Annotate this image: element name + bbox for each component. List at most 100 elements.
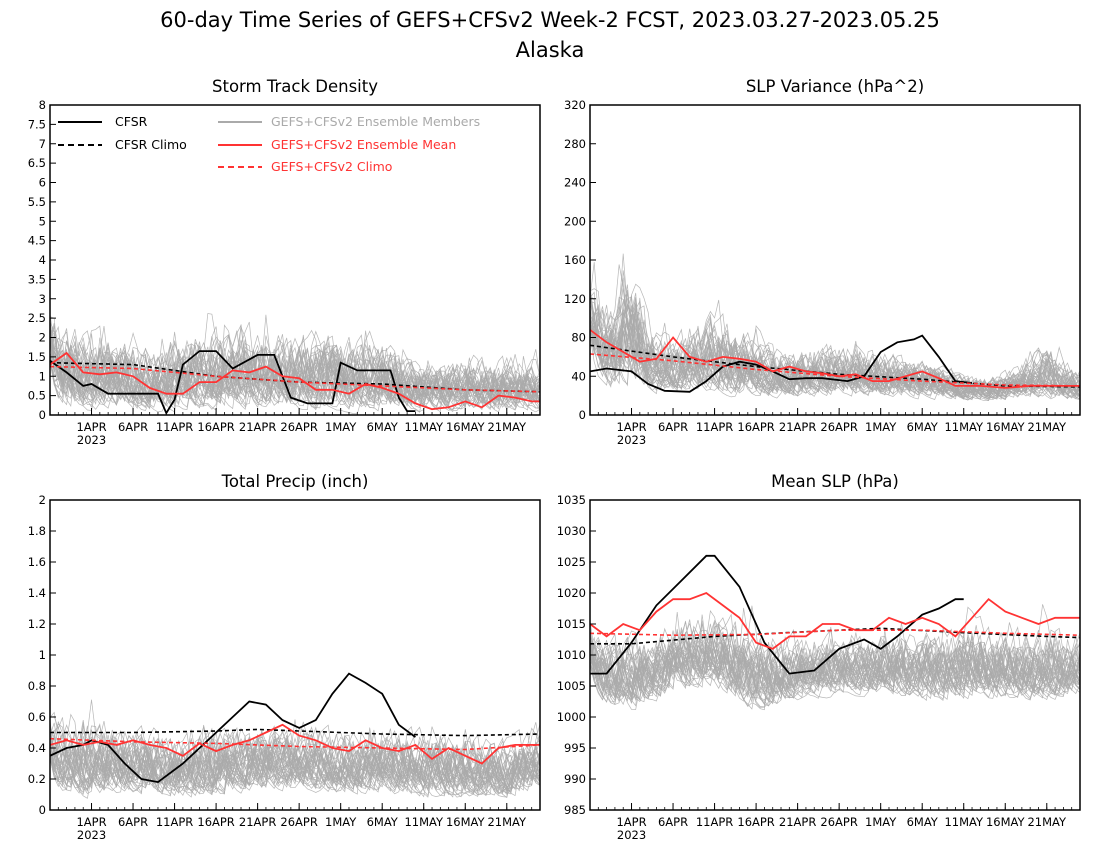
y-tick-label: 0.6: [28, 710, 46, 724]
ensemble-member-line: [50, 726, 540, 795]
x-tick-label: 21MAY: [487, 420, 527, 434]
ensemble-member-line: [590, 310, 1080, 401]
y-tick-label: 1015: [557, 617, 586, 631]
y-tick-label: 2: [39, 493, 46, 507]
y-tick-label: 1.5: [28, 350, 46, 364]
y-tick-label: 320: [564, 98, 586, 112]
legend: CFSR CFSR Climo GEFS+CFSv2 Ensemble Memb…: [58, 114, 480, 174]
ensemble-member-line: [50, 325, 540, 409]
x-year-label: 2023: [617, 828, 646, 842]
x-tick-label: 21MAY: [487, 815, 527, 829]
ensemble-member-line: [590, 619, 1080, 709]
y-tick-label: 1020: [557, 586, 586, 600]
y-tick-label: 0: [39, 803, 46, 817]
series-gefs-cfsv2-climo: [50, 737, 540, 751]
series-cfsr-climo: [50, 728, 540, 737]
y-tick-label: 200: [564, 214, 586, 228]
x-tick-label: 21APR: [239, 815, 276, 829]
x-tick-label: 21MAY: [1027, 815, 1067, 829]
x-tick-label: 6APR: [118, 815, 148, 829]
y-tick-label: 4: [39, 253, 46, 267]
y-tick-label: 2: [39, 331, 46, 345]
ensemble-member-line: [50, 731, 540, 793]
ensemble-member-line: [50, 721, 540, 796]
x-tick-label: 1APR: [616, 420, 646, 434]
y-tick-label: 985: [564, 803, 586, 817]
y-tick-label: 6: [39, 176, 46, 190]
x-tick-label: 1MAY: [865, 815, 897, 829]
ensemble-member-line: [590, 620, 1080, 698]
x-tick-label: 1APR: [76, 815, 106, 829]
x-tick-label: 1APR: [76, 420, 106, 434]
ensemble-member-line: [50, 725, 540, 797]
x-tick-label: 1APR: [616, 815, 646, 829]
x-tick-label: 1MAY: [325, 815, 357, 829]
y-tick-label: 1025: [557, 555, 586, 569]
x-tick-label: 21APR: [779, 420, 816, 434]
legend-label-cfsr: CFSR: [115, 114, 148, 129]
x-tick-label: 16APR: [197, 420, 234, 434]
y-tick-label: 1035: [557, 493, 586, 507]
y-tick-label: 240: [564, 176, 586, 190]
panel-title: Mean SLP (hPa): [771, 472, 899, 491]
y-tick-label: 1030: [557, 524, 586, 538]
ensemble-member-line: [590, 301, 1080, 396]
x-tick-label: 11APR: [156, 815, 193, 829]
x-tick-label: 11MAY: [944, 420, 984, 434]
y-tick-label: 1000: [557, 710, 586, 724]
x-tick-label: 26APR: [280, 815, 317, 829]
x-tick-label: 16APR: [737, 815, 774, 829]
x-tick-label: 21APR: [239, 420, 276, 434]
y-tick-label: 5: [39, 214, 46, 228]
x-tick-label: 16APR: [197, 815, 234, 829]
y-tick-label: 8: [39, 98, 46, 112]
y-tick-label: 120: [564, 292, 586, 306]
x-tick-label: 16APR: [737, 420, 774, 434]
legend-label-cfsr-climo: CFSR Climo: [115, 137, 187, 152]
y-tick-label: 0: [579, 408, 586, 422]
y-tick-label: 80: [571, 331, 586, 345]
series-cfsr: [50, 350, 416, 415]
ensemble-member-line: [50, 331, 540, 410]
y-tick-label: 40: [571, 369, 586, 383]
panel-title: Storm Track Density: [212, 77, 378, 96]
ensemble-member-line: [590, 634, 1080, 703]
x-tick-label: 26APR: [820, 420, 857, 434]
x-year-label: 2023: [617, 433, 646, 447]
y-tick-label: 280: [564, 137, 586, 151]
ensemble-member-line: [50, 330, 540, 409]
y-tick-label: 3: [39, 292, 46, 306]
y-tick-label: 1005: [557, 679, 586, 693]
ensemble-member-line: [50, 727, 540, 796]
plot-area: [50, 313, 540, 415]
x-tick-label: 11MAY: [404, 815, 444, 829]
x-tick-label: 11MAY: [944, 815, 984, 829]
series-gefs-cfsv2-climo: [590, 353, 1080, 387]
x-tick-label: 16MAY: [986, 420, 1026, 434]
series-gefs-cfsv2-climo: [50, 365, 540, 393]
x-tick-label: 1MAY: [865, 420, 897, 434]
x-tick-label: 11MAY: [404, 420, 444, 434]
y-tick-label: 0.2: [28, 772, 46, 786]
y-tick-label: 1.6: [28, 555, 46, 569]
panel-storm-track-density: Storm Track Density 0 0.5 1 1.5 2 2.5 3 3.5 4 4.5 5…: [28, 77, 541, 447]
figure-title: 60-day Time Series of GEFS+CFSv2 Week-2 …: [160, 8, 940, 32]
series-gefs-cfsv2-ensemble-mean: [590, 591, 1080, 650]
ensemble-member-line: [590, 288, 1080, 400]
legend-label-climo: GEFS+CFSv2 Climo: [271, 159, 392, 174]
x-tick-label: 6APR: [118, 420, 148, 434]
x-tick-label: 26APR: [280, 420, 317, 434]
y-tick-label: 3.5: [28, 272, 46, 286]
series-cfsr-climo: [590, 627, 1080, 645]
y-tick-label: 1.4: [28, 586, 46, 600]
x-tick-label: 1MAY: [325, 420, 357, 434]
x-tick-label: 6MAY: [367, 815, 399, 829]
y-tick-label: 0: [39, 408, 46, 422]
x-tick-label: 6MAY: [907, 815, 939, 829]
ensemble-member-line: [50, 330, 540, 411]
y-tick-label: 995: [564, 741, 586, 755]
legend-label-mean: GEFS+CFSv2 Ensemble Mean: [271, 137, 456, 152]
y-tick-label: 160: [564, 253, 586, 267]
y-tick-label: 1: [39, 648, 46, 662]
